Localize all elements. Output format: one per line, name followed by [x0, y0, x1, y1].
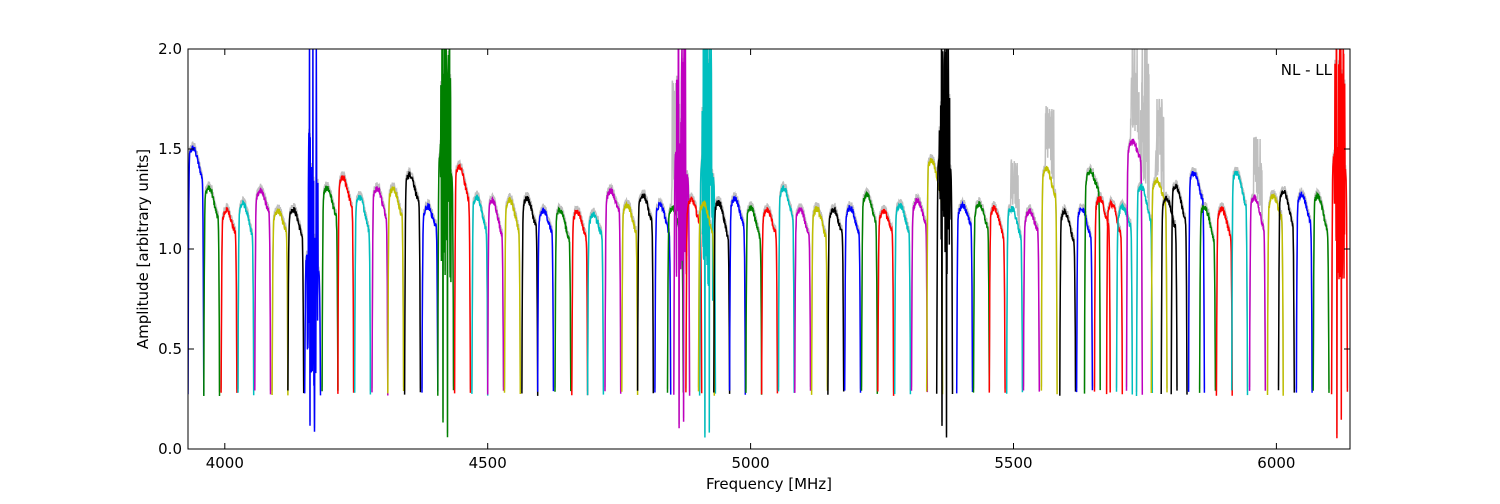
- subband-line-53: [1022, 208, 1041, 392]
- subband-line-75: [1330, 49, 1349, 439]
- subband-line-51: [988, 205, 1006, 393]
- subband-line-54: [1040, 165, 1058, 395]
- subband-line-74: [1312, 191, 1330, 393]
- subband-line-56: [1075, 207, 1094, 393]
- annotation-label: NL - LL: [1281, 61, 1333, 79]
- subband-line-41: [827, 206, 845, 395]
- subband-line-21: [536, 207, 555, 392]
- subband-line-69: [1230, 170, 1249, 396]
- subband-line-33: [697, 199, 716, 396]
- subband-line-26: [621, 200, 639, 396]
- subband-line-49: [955, 200, 974, 394]
- subband-line-1: [203, 185, 221, 397]
- subband-line-24: [586, 211, 605, 396]
- raw-subband-line: [877, 204, 895, 392]
- subband-line-13: [403, 170, 422, 395]
- subband-line-52: [1005, 205, 1024, 394]
- axis-ticks: 4000 4500 5000 5500 6000 0.0 0.5 1.0 1.5 2.0: [158, 40, 1350, 472]
- raw-subband-line: [955, 196, 974, 390]
- raw-subband-line: [503, 192, 522, 391]
- raw-subband-line: [1005, 159, 1024, 390]
- subband-line-55: [1059, 207, 1077, 396]
- subband-line-61: [1125, 138, 1144, 395]
- subband-line-60: [1115, 202, 1134, 395]
- x-tick-label: 4500: [469, 454, 507, 472]
- subband-line-22: [554, 206, 572, 392]
- y-tick-label: 1.5: [158, 140, 182, 158]
- subband-line-72: [1277, 189, 1296, 393]
- subband-line-2: [220, 206, 238, 393]
- subband-line-66: [1187, 170, 1206, 393]
- subband-line-16: [453, 163, 472, 394]
- subband-line-6: [287, 206, 305, 394]
- subband-line-40: [810, 205, 829, 395]
- subband-line-12: [387, 186, 405, 394]
- subband-line-48: [935, 49, 954, 438]
- subband-line-11: [371, 186, 389, 396]
- raw-subband-line: [760, 203, 779, 391]
- subband-line-7: [303, 49, 322, 432]
- subband-line-38: [777, 184, 795, 393]
- raw-subband-line: [893, 198, 912, 391]
- subband-line-44: [877, 208, 895, 396]
- subband-line-0: [188, 145, 205, 396]
- subband-line-45: [893, 202, 912, 395]
- subband-line-68: [1215, 206, 1233, 396]
- subband-line-14: [421, 202, 439, 393]
- subband-line-71: [1266, 192, 1284, 396]
- subband-line-17: [471, 194, 489, 396]
- subband-layer: [188, 49, 1349, 439]
- subband-line-35: [728, 194, 747, 395]
- subband-line-18: [486, 196, 505, 395]
- subband-line-70: [1248, 194, 1267, 391]
- subband-line-36: [745, 204, 763, 395]
- subband-line-10: [353, 195, 372, 395]
- subband-line-65: [1170, 183, 1188, 395]
- x-tick-label: 4000: [206, 454, 244, 472]
- subband-line-73: [1295, 191, 1313, 393]
- subband-line-9: [337, 174, 355, 394]
- subband-line-15: [437, 49, 455, 438]
- subband-line-34: [713, 199, 731, 394]
- raw-subband-line: [403, 166, 422, 391]
- subband-line-46: [910, 196, 929, 393]
- x-tick-label: 6000: [1257, 454, 1295, 472]
- subband-line-8: [321, 185, 339, 392]
- raw-subband-line: [1040, 105, 1058, 391]
- subband-line-62: [1135, 182, 1154, 397]
- y-tick-label: 0.5: [158, 340, 182, 358]
- x-axis-label: Frequency [MHz]: [706, 475, 832, 493]
- subband-line-64: [1160, 195, 1178, 395]
- raw-subband-line: [827, 202, 845, 391]
- subband-line-19: [503, 196, 522, 395]
- subband-line-32: [698, 49, 717, 438]
- subband-line-20: [521, 195, 539, 396]
- y-tick-label: 0.0: [158, 440, 182, 458]
- raw-subband-line: [1170, 179, 1188, 391]
- subband-line-50: [972, 201, 991, 393]
- x-tick-label: 5000: [732, 454, 770, 472]
- y-tick-label: 1.0: [158, 240, 182, 258]
- subband-line-4: [254, 187, 272, 395]
- subband-line-37: [760, 207, 779, 395]
- raw-subband-line: [1022, 204, 1041, 388]
- subband-line-27: [636, 192, 655, 394]
- subband-line-59: [1105, 198, 1124, 395]
- subband-line-57: [1083, 167, 1101, 394]
- subband-line-25: [604, 186, 622, 394]
- subband-line-39: [794, 207, 812, 393]
- subband-line-43: [860, 190, 879, 394]
- raw-subband-line: [1125, 49, 1144, 391]
- subband-line-67: [1198, 205, 1217, 393]
- raw-subband-line: [1083, 163, 1101, 390]
- subband-line-23: [571, 209, 589, 396]
- x-tick-label: 5500: [994, 454, 1032, 472]
- subband-line-5: [271, 208, 289, 396]
- subband-line-3: [237, 200, 255, 396]
- subband-line-42: [843, 205, 862, 393]
- y-axis-label: Amplitude [arbitrary units]: [134, 149, 152, 349]
- y-tick-label: 2.0: [158, 40, 182, 58]
